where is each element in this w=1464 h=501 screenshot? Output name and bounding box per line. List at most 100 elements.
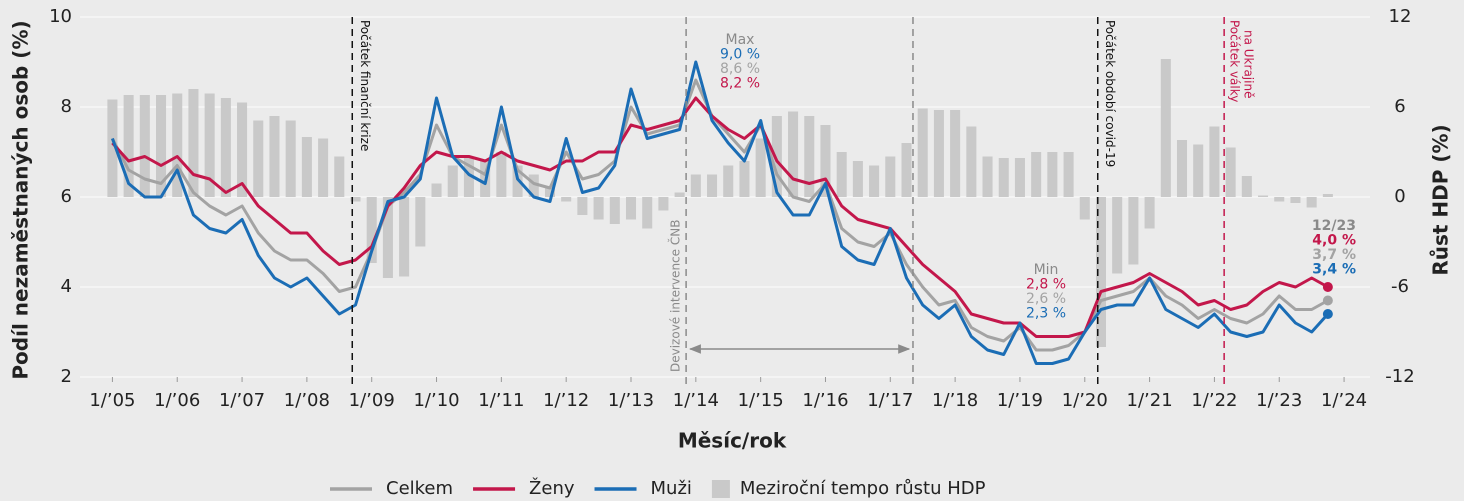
legend-label: Ženy [529,477,575,499]
bar [723,165,734,197]
bar [1209,126,1220,197]
bar [334,156,345,197]
bar [1160,59,1171,197]
bar [707,174,718,197]
bar [998,158,1009,197]
y2-tick-label: 6 [1394,96,1405,117]
annotation-value: 9,0 % [720,47,760,63]
x-tick-label: 1/’20 [1062,390,1108,411]
y-tick-label: 4 [61,276,72,297]
bar [1063,152,1074,197]
bar [836,152,847,197]
bar [804,116,815,197]
legend-swatch [711,480,730,498]
bar [625,197,637,220]
annotation-value: 2,6 % [1026,291,1066,307]
y2-axis-title: Růst HDP (%) [1429,124,1453,275]
bar [415,197,426,247]
bar [204,93,215,197]
bar [1079,197,1090,220]
x-tick-label: 1/’06 [154,390,200,411]
event-label: Počátek války [1228,20,1242,102]
y2-tick-label: -12 [1385,366,1414,387]
x-tick-label: 1/’05 [89,390,135,411]
event-label: na Ukrajině [1242,30,1256,98]
annotation-title: 12/23 [1312,218,1356,234]
event-label: Počátek období covid-19 [1103,20,1117,167]
x-tick-label: 1/’16 [802,390,848,411]
bar [593,197,604,220]
annotation-value: 4,0 % [1312,233,1356,249]
bar [869,165,880,197]
bar [901,143,912,197]
annotation-value: 8,6 % [720,61,760,77]
event-label: Počátek finanční krize [358,20,372,151]
x-tick-label: 1/’10 [413,390,459,411]
bar [982,156,993,197]
x-tick-label: 1/’23 [1256,390,1302,411]
line [111,96,1329,338]
bar [463,156,474,197]
bar [1290,197,1301,203]
bar [658,197,669,211]
x-tick-label: 1/’08 [284,390,330,411]
bar [674,192,685,197]
legend-label: Celkem [386,478,453,499]
bar [269,116,280,197]
x-axis-title: Měsíc/rok [678,429,787,453]
annotation-value: 8,2 % [720,76,760,92]
bar [544,188,555,197]
bar [431,183,442,197]
bar [885,156,896,197]
bar [739,161,750,197]
annotation-value: 2,8 % [1026,277,1066,293]
x-tick-label: 1/’22 [1191,390,1237,411]
bar [253,120,264,197]
event-label: Devizové intervence ČNB [668,220,683,372]
bar [642,197,653,229]
bar [350,197,361,202]
bar [188,89,199,197]
bar [382,197,393,278]
bar [788,111,799,197]
x-tick-label: 1/’14 [673,390,719,411]
bar [512,165,523,197]
annotation-title: Max [726,32,755,48]
bar [1128,197,1139,265]
x-tick-label: 1/’11 [478,390,524,411]
bar [220,98,231,197]
bar [1258,195,1269,197]
bar [1322,194,1333,197]
bar [755,138,766,197]
bar [366,197,377,263]
line [110,60,1330,365]
y-axis-title: Podíl nezaměstnaných osob (%) [9,20,33,379]
bar [852,161,863,197]
bar [1176,140,1188,197]
x-tick-label: 1/’18 [932,390,978,411]
x-tick-label: 1/’24 [1321,390,1367,411]
legend-label: Meziroční tempo růstu HDP [740,478,986,499]
bar [966,126,977,197]
bar [1193,144,1204,197]
x-tick-label: 1/’07 [219,390,265,411]
bar [1014,158,1025,197]
bar [1095,197,1107,347]
end-dot [1322,295,1333,306]
bar [1306,197,1317,208]
annotation-value: 3,4 % [1312,262,1356,278]
bar [1031,152,1042,197]
bar [107,99,118,197]
bar [950,110,961,197]
x-tick-label: 1/’09 [349,390,395,411]
bar [496,152,507,197]
y-tick-label: 8 [61,96,72,117]
bar [917,108,928,197]
annotation-title: Min [1034,262,1059,278]
x-tick-label: 1/’19 [997,390,1043,411]
legend-label: Muži [651,478,692,499]
bar [1047,152,1058,197]
bar [577,197,588,215]
y2-tick-label: -6 [1391,276,1409,297]
